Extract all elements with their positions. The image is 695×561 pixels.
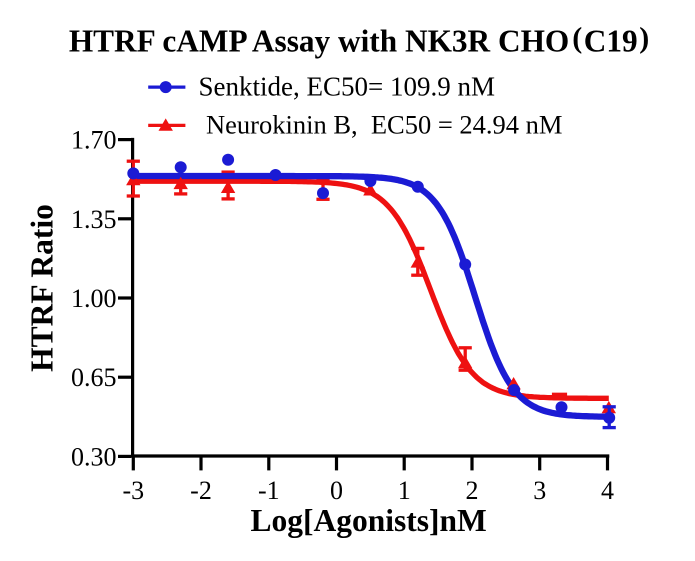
svg-text:1: 1 <box>398 476 411 505</box>
svg-text:Neurokinin B, EC50 = 24.94 nM: Neurokinin B, EC50 = 24.94 nM <box>206 109 563 139</box>
svg-text:-2: -2 <box>190 476 212 505</box>
svg-text:HTRF cAMP Assay with NK3R CHO(: HTRF cAMP Assay with NK3R CHO (C19) <box>69 21 649 58</box>
svg-text:HTRF Ratio: HTRF Ratio <box>25 204 60 372</box>
svg-text:2: 2 <box>466 476 479 505</box>
svg-text:0: 0 <box>330 476 343 505</box>
svg-text:Senktide, EC50= 109.9 nM: Senktide, EC50= 109.9 nM <box>199 71 495 101</box>
svg-text:3: 3 <box>533 476 546 505</box>
svg-text:Log[Agonists]nM: Log[Agonists]nM <box>250 503 486 538</box>
svg-text:-1: -1 <box>258 476 280 505</box>
svg-text:1.35: 1.35 <box>71 205 117 234</box>
svg-text:1.00: 1.00 <box>71 284 117 313</box>
svg-text:0.65: 0.65 <box>71 363 117 392</box>
svg-text:1.70: 1.70 <box>71 126 117 155</box>
svg-text:-3: -3 <box>122 476 144 505</box>
svg-text:4: 4 <box>601 476 614 505</box>
svg-text:0.30: 0.30 <box>71 442 117 471</box>
